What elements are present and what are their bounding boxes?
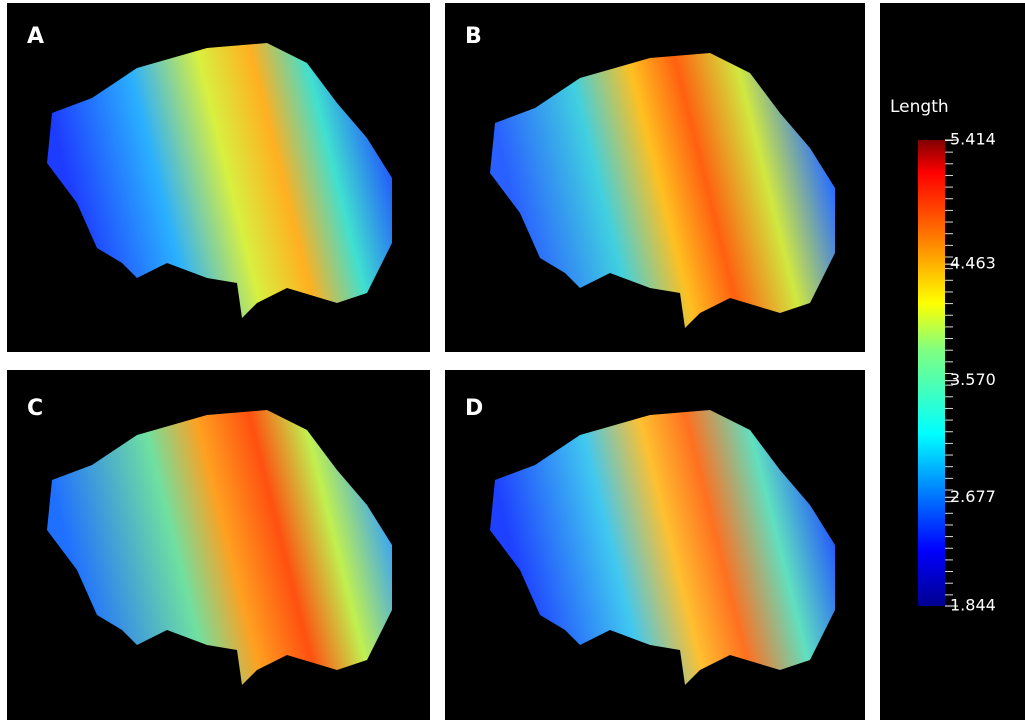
tick-label: 5.414 [950,130,996,149]
tick-label: 3.570 [950,370,996,389]
tick-label: 4.463 [950,254,996,273]
tick-label: 1.844 [950,596,996,615]
tick-label: 2.677 [950,487,996,506]
panel-label: C [27,396,43,421]
panel-label: A [27,24,44,49]
minor-ticks [945,140,953,606]
colorbar-panel: Length 1.844 2.677 3.570 4.463 5.414 [880,3,1025,720]
panel-label: B [465,24,482,49]
panel-d: D [445,370,865,720]
panel-c: C [7,370,430,720]
panel-b: B [445,3,865,352]
colorbar-title: Length [890,97,949,117]
panel-a: A [7,3,430,352]
colorbar [918,140,945,606]
panel-label: D [465,396,483,421]
